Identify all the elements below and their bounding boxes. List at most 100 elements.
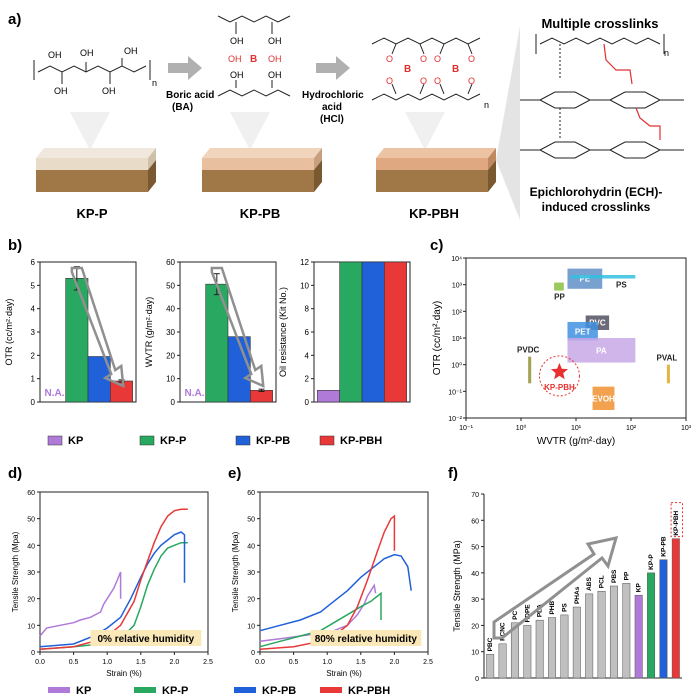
sample-label-kp-pb: KP-PB [240,206,280,221]
bar-label-kp-pb: KP-PB [660,536,667,557]
chart-wvtr: 0 10 20 30 40 50 60 WVTR (g/m²·day) N.A. [144,258,277,407]
oh-label-2: OH [54,86,68,96]
bar-phas [572,606,581,679]
y-tick-label: 6 [305,328,310,337]
boric-acid-label: Boric acid [166,90,214,101]
y-tick-label: 60 [27,490,35,497]
legend-label: KP-P [160,435,186,447]
legend-swatch [139,435,155,446]
bar-label-kp: KP [636,583,643,593]
y-tick-label: 5 [31,281,36,290]
series-line-kp-p [259,591,382,648]
y-tick-label: 40 [247,543,255,550]
y-tick-label: 10 [166,375,175,384]
region-label-pe: PE [580,275,591,284]
y-tick-label: 30 [166,328,175,337]
multiple-crosslinks-title: Multiple crosslinks [541,16,658,31]
y-tick-label: 60 [471,518,479,525]
y-tick-label: 4 [305,351,310,360]
panel-d: d) 0.0 0.5 1.0 1.5 2.0 2.5 0 10 20 30 40 50 60 Strain… [8,465,213,678]
region-pa [567,338,636,363]
x-tick-label: 10³ [681,425,692,432]
y-tick-label: 8 [305,305,310,314]
oh-top-left: OH [230,36,244,46]
y-tick-label: 10⁻¹ [448,389,462,396]
y-axis-label: OTR (cc/m²·day) [4,299,14,366]
na-label: N.A. [45,388,65,399]
arrow-1 [168,56,202,80]
ho-red-left: OH [228,54,242,64]
point-label-kp-pbh: KP-PBH [544,383,575,392]
y-axis-label: Tensile Strength (Mpa) [231,531,240,612]
y-tick-label: 4 [31,305,36,314]
legend-swatch [47,435,63,446]
y-tick-label: 10¹ [452,336,463,343]
chart-otr-vs-wvtr: 10⁻¹ 10⁰ 10¹ 10² 10³ 10⁻² 10⁻¹ 10⁰ 10¹ 10² 10³ 10⁴ W… [432,256,692,447]
chart-otr: 0 1 2 3 4 5 6 OTR (cc/m²·day) N.A. [4,258,137,407]
x-tick-label: 1.0 [322,659,332,666]
bar-label-abs: ABS [586,576,593,590]
sample-label-kp-pbh: KP-PBH [409,206,459,221]
y-tick-label: 10² [452,309,463,316]
y-tick-label: 3 [31,328,36,337]
subscript-n-1: n [152,78,157,88]
panel-label-a: a) [8,11,21,28]
x-tick-label: 1.5 [356,659,366,666]
bar-kp-p [65,278,89,403]
y-axis-label: Tensile Strength (MPa) [452,540,462,632]
x-tick-label: 0.0 [255,659,265,666]
y-tick-label: 10 [247,623,255,630]
x-axis-label: WVTR (g/m²·day) [537,436,615,447]
bar-kp [634,594,643,679]
x-tick-label: 0.5 [69,659,79,666]
y-tick-label: 20 [166,351,175,360]
bar-label-pcnc: PCNC [500,622,507,641]
trend-arrow [492,536,619,640]
point-kp-pbh-star [550,362,568,380]
x-tick-label: 2.0 [390,659,400,666]
boron-atom: B [250,54,257,65]
o-atom-8: O [468,76,475,86]
legend-label: KP-PBH [348,685,390,697]
bar-label-hdpe: HDPE [524,604,531,623]
series-line-kp [39,571,122,637]
region-label-pvdc: PVDC [517,346,539,355]
bar-pc [510,622,519,679]
y-tick-label: 20 [27,597,35,604]
bar-pcnc [498,643,507,679]
y-tick-label: 30 [247,570,255,577]
y-tick-label: 60 [247,490,255,497]
bar-label-pcl: PCL [599,575,606,588]
region-label-pval: PVAL [657,354,678,363]
bar-label-pla: PLA [537,604,544,617]
region-evoh [592,386,615,410]
fade-arrow-1 [70,112,110,150]
y-tick-label: 0 [305,398,310,407]
bar-pbc [486,654,495,679]
y-tick-label: 0 [31,650,35,657]
o-atom-4: O [420,76,427,86]
x-tick-label: 10⁰ [516,424,527,432]
annotation-text: 80% relative humidity [315,634,418,645]
oh-label-4: OH [102,86,116,96]
x-axis-label: Strain (%) [106,669,142,678]
x-tick-label: 10¹ [571,425,582,432]
legend-label: KP [68,435,83,447]
oh-label-3: OH [80,48,94,58]
o-atom-6: O [468,54,475,64]
bar-kp-p [647,572,656,679]
o-atom-2: O [420,54,427,64]
o-atom-7: O [434,76,441,86]
region-pvdc [528,356,532,384]
block-kp-p [36,148,156,192]
oh-red-right: OH [268,54,282,64]
boric-acid-abbrev: (BA) [172,102,193,113]
bar-ps [560,614,569,679]
x-tick-label: 10⁻¹ [459,425,473,432]
y-tick-label: 10⁻² [448,416,462,423]
region-label-pp: PP [554,293,565,302]
trend-arrow [70,266,125,389]
subscript-n-3: n [664,48,669,58]
hcl-label-3: (HCl) [320,114,344,125]
fade-arrow-2 [230,112,270,150]
